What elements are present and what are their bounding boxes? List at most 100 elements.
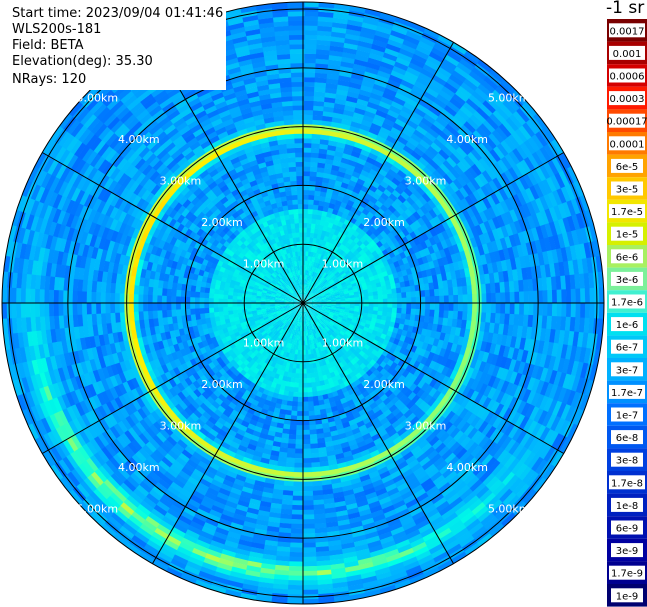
heatmap-cell xyxy=(391,189,402,199)
heatmap-cell xyxy=(388,34,406,45)
heatmap-cell xyxy=(303,156,312,163)
heatmap-cell xyxy=(306,284,309,290)
heatmap-cell xyxy=(336,266,342,272)
heatmap-cell xyxy=(302,481,313,487)
heatmap-cell xyxy=(424,289,431,298)
heatmap-cell xyxy=(291,504,303,511)
heatmap-cell xyxy=(322,272,328,278)
heatmap-cell xyxy=(463,121,478,135)
heatmap-cell xyxy=(303,232,308,238)
heatmap-cell xyxy=(409,21,427,33)
heatmap-cell xyxy=(448,295,454,304)
heatmap-cell xyxy=(354,107,367,116)
heatmap-cell xyxy=(462,303,468,313)
heatmap-cell xyxy=(477,59,494,74)
heatmap-cell xyxy=(463,78,479,92)
heatmap-cell xyxy=(303,20,320,26)
heatmap-cell xyxy=(301,551,317,558)
heatmap-cell xyxy=(410,303,417,310)
heatmap-cell xyxy=(424,131,438,143)
heatmap-cell xyxy=(318,11,336,18)
heatmap-cell xyxy=(376,25,394,36)
heatmap-cell xyxy=(311,213,318,220)
heatmap-cell xyxy=(358,35,376,45)
heatmap-cell xyxy=(388,130,401,141)
heatmap-cell xyxy=(357,93,372,103)
heatmap-cell xyxy=(290,509,303,515)
heatmap-cell xyxy=(396,292,402,299)
heatmap-cell xyxy=(397,182,408,192)
heatmap-cell xyxy=(457,294,464,304)
heatmap-cell xyxy=(443,287,449,297)
heatmap-cell xyxy=(432,120,447,132)
heatmap-cell xyxy=(303,194,310,200)
heatmap-cell xyxy=(334,264,340,270)
heatmap-cell xyxy=(402,144,415,156)
heatmap-cell xyxy=(373,34,391,45)
heatmap-cell xyxy=(318,264,323,270)
heatmap-cell xyxy=(319,143,329,150)
heatmap-cell xyxy=(309,443,319,449)
heatmap-cell xyxy=(288,433,297,440)
heatmap-cell xyxy=(303,86,316,92)
heatmap-cell xyxy=(341,56,357,65)
heatmap-cell xyxy=(303,283,306,289)
heatmap-cell xyxy=(305,274,308,280)
heatmap-cell xyxy=(303,293,306,299)
heatmap-cell xyxy=(385,43,403,54)
heatmap-cell xyxy=(446,50,464,64)
heatmap-cell xyxy=(457,85,473,100)
heatmap-cell xyxy=(322,255,327,262)
heatmap-cell xyxy=(304,293,307,299)
heatmap-cell xyxy=(417,40,435,53)
heatmap-cell xyxy=(287,570,303,577)
heatmap-cell xyxy=(321,266,327,272)
heatmap-cell xyxy=(309,438,318,445)
heatmap-cell xyxy=(302,467,312,473)
heatmap-cell xyxy=(387,303,393,309)
heatmap-cell xyxy=(324,251,330,258)
heatmap-cell xyxy=(346,95,359,104)
heatmap-cell xyxy=(309,237,314,243)
heatmap-cell xyxy=(308,194,315,201)
heatmap-cell xyxy=(303,208,309,214)
heatmap-cell xyxy=(451,70,468,84)
heatmap-cell xyxy=(302,486,313,492)
heatmap-cell xyxy=(330,260,336,267)
heatmap-cell xyxy=(441,85,457,99)
heatmap-cell xyxy=(326,149,337,156)
heatmap-cell xyxy=(359,31,377,40)
heatmap-cell xyxy=(372,118,385,128)
heatmap-cell xyxy=(385,156,397,166)
heatmap-cell xyxy=(391,25,410,36)
heatmap-cell xyxy=(394,139,407,150)
heatmap-cell xyxy=(332,208,339,216)
heatmap-cell xyxy=(441,58,459,72)
heatmap-cell xyxy=(460,124,474,138)
heatmap-cell xyxy=(409,167,421,178)
heatmap-cell xyxy=(317,25,334,32)
heatmap-cell xyxy=(305,363,310,370)
heatmap-cell xyxy=(397,135,410,146)
heatmap-cell xyxy=(291,500,303,506)
heatmap-cell xyxy=(345,28,363,37)
heatmap-cell xyxy=(377,70,392,80)
heatmap-cell xyxy=(589,303,595,320)
heatmap-cell xyxy=(488,93,504,108)
heatmap-cell xyxy=(372,83,387,93)
heatmap-cell xyxy=(313,199,320,206)
heatmap-cell xyxy=(556,289,562,305)
heatmap-cell xyxy=(489,68,506,84)
heatmap-cell xyxy=(318,275,323,281)
heatmap-cell xyxy=(305,349,309,355)
heatmap-cell xyxy=(306,387,313,393)
heatmap-cell xyxy=(434,303,440,311)
heatmap-cell xyxy=(307,405,315,412)
heatmap-cell xyxy=(436,134,449,147)
heatmap-cell xyxy=(518,303,525,316)
heatmap-cell xyxy=(352,146,363,155)
heatmap-cell xyxy=(303,185,310,191)
heatmap-cell xyxy=(374,30,392,40)
heatmap-cell xyxy=(306,368,311,374)
heatmap-cell xyxy=(453,303,459,312)
